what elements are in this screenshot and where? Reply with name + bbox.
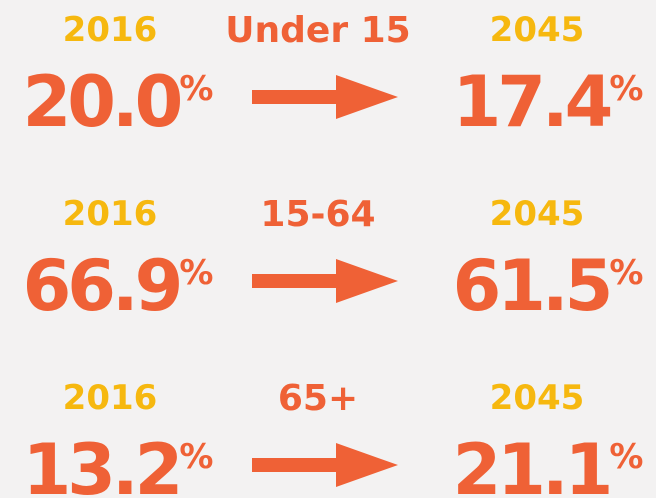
value: 13.2 — [23, 429, 180, 498]
percentage: 13.2% — [23, 429, 214, 498]
arrow — [252, 75, 398, 119]
from-year: 2016 — [63, 10, 158, 50]
to-year: 2045 — [490, 194, 585, 234]
from-year: 2016 — [63, 378, 158, 418]
group-label: 15-64 — [260, 194, 375, 235]
value: 21.1 — [453, 429, 610, 498]
percentage: 20.0% — [23, 61, 214, 143]
value: 61.5 — [453, 245, 610, 327]
unit: % — [609, 69, 643, 109]
percentage: 66.9% — [23, 245, 214, 327]
group-label: 65+ — [278, 378, 358, 419]
value: 66.9 — [23, 245, 180, 327]
arrow — [252, 443, 398, 487]
unit: % — [179, 437, 213, 477]
group-label: Under 15 — [225, 10, 410, 51]
percentage: 21.1% — [453, 429, 644, 498]
arrow — [252, 259, 398, 303]
unit: % — [609, 437, 643, 477]
unit: % — [179, 253, 213, 293]
unit: % — [609, 253, 643, 293]
percentage: 17.4% — [453, 61, 644, 143]
percentage: 61.5% — [453, 245, 644, 327]
value: 20.0 — [23, 61, 181, 143]
to-year: 2045 — [490, 378, 585, 418]
unit: % — [179, 69, 213, 109]
to-year: 2045 — [490, 10, 585, 50]
from-year: 2016 — [63, 194, 158, 234]
value: 17.4 — [453, 61, 611, 143]
